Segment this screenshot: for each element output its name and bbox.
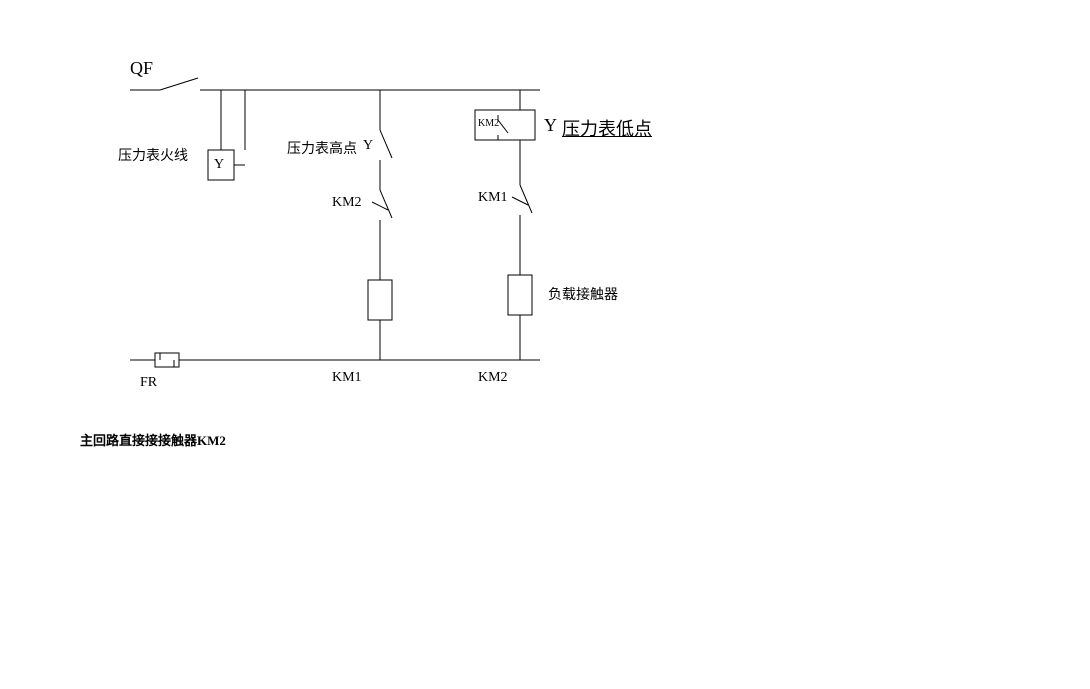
live-wire-label: 压力表火线	[118, 145, 188, 165]
fr-label: FR	[140, 375, 157, 391]
km1-contact-label: KM1	[478, 190, 508, 206]
footer-note: 主回路直接接接触器KM2	[80, 430, 226, 449]
high-point-y-label: Y	[363, 138, 373, 154]
qf-label: QF	[130, 58, 153, 79]
low-point-text-label: 压力表低点	[562, 115, 652, 141]
load-contactor-label: 负载接触器	[548, 284, 618, 304]
km1-coil-label: KM1	[332, 370, 362, 386]
circuit-diagram	[0, 0, 1090, 689]
km2-contact-label: KM2	[332, 195, 362, 211]
km2-coil-label: KM2	[478, 370, 508, 386]
low-point-y-label: Y	[544, 115, 557, 136]
high-point-label: 压力表高点	[287, 138, 357, 158]
y-box-label: Y	[214, 157, 224, 173]
low-point-km2-label: KM2	[478, 118, 499, 129]
